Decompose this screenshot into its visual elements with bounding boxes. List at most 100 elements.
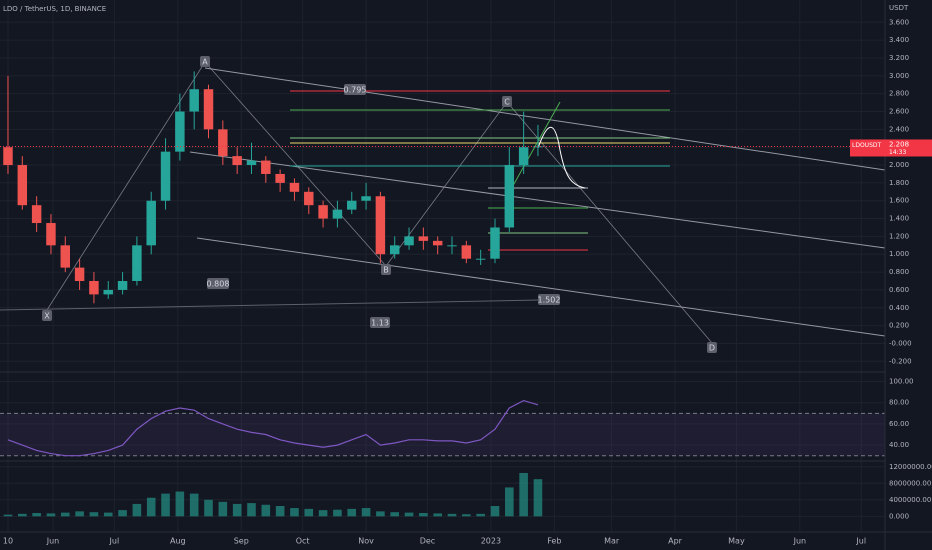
x-tick-label: Feb [547, 537, 561, 546]
histogram-bar [390, 512, 400, 517]
trend-line [189, 151, 886, 249]
candle-body [261, 160, 271, 174]
x-tick-label: 10 [3, 537, 13, 546]
histogram-bar [318, 510, 328, 517]
histogram-bar [218, 501, 228, 517]
y-tick-label: 2.800 [889, 90, 909, 98]
y-tick-label: 40.00 [889, 441, 909, 449]
y-tick-label: 2.000 [889, 161, 909, 169]
histogram-bar [519, 472, 528, 517]
candle-body [518, 147, 529, 166]
trend-line [196, 237, 886, 337]
y-tick-label: 60.00 [889, 420, 909, 428]
label-box [200, 56, 210, 67]
y-tick-label: 100.00 [889, 378, 914, 386]
ratio-label: 0.808 [207, 280, 230, 289]
candle-body [318, 205, 328, 219]
price-tag-value: 2.208 [889, 140, 909, 148]
candle-body [332, 209, 343, 219]
histogram-bar [505, 487, 514, 517]
y-tick-label: 2.600 [889, 108, 909, 116]
y-tick-label: -0.000 [889, 339, 912, 347]
ratio-label: 1.13 [371, 319, 389, 328]
pattern-labels: A B C D X 0.795 0.808 1.13 1.502 [42, 56, 717, 353]
histogram-bar [103, 512, 113, 517]
candle-body [160, 151, 171, 201]
x-tick-label: Apr [668, 537, 683, 546]
candle-body [389, 245, 400, 255]
point-label: C [504, 98, 510, 107]
candle-body [3, 147, 13, 166]
candle-body [218, 129, 228, 157]
x-tick-label: May [728, 537, 745, 546]
label-box [370, 317, 390, 328]
histogram-bar [46, 513, 56, 517]
label-box [42, 310, 52, 321]
candle-body [432, 240, 443, 246]
point-label: A [202, 58, 208, 67]
histogram-bar [232, 503, 242, 517]
point-label: B [383, 266, 389, 275]
label-box [707, 342, 717, 353]
candle-body [203, 89, 214, 130]
x-tick-label: Sep [234, 537, 249, 546]
symbol-title: LDO / TetherUS, 1D, BINANCE [3, 5, 106, 13]
histogram-bar [204, 499, 213, 517]
x-tick-label: Jul [109, 537, 120, 546]
point-label: D [709, 344, 715, 353]
candle-body [447, 245, 457, 247]
histogram-bar [347, 508, 357, 517]
candle-body [103, 289, 113, 295]
y-tick-label: 1.000 [889, 250, 909, 258]
candle-body [146, 200, 156, 246]
histogram-bar [533, 479, 543, 517]
histogram-bar [18, 513, 27, 517]
candle-body [418, 236, 429, 241]
projection-path [537, 126, 586, 189]
grid [0, 0, 885, 532]
histogram-bar [32, 513, 41, 517]
x-tick-label: Jul [855, 537, 866, 546]
histogram-bar [361, 508, 371, 517]
histogram-bar [3, 514, 13, 517]
histogram-bar [304, 508, 314, 517]
marks [0, 71, 885, 517]
histogram-bar [376, 511, 385, 517]
y-tick-label: 3.200 [889, 54, 909, 62]
price-tag-countdown: 14:33 [889, 149, 906, 156]
y-tick-label: 8000000.00 [889, 479, 931, 487]
y-tick-label: 0.800 [889, 268, 909, 276]
x-tick-label: Jun [793, 537, 807, 546]
histogram-bar [189, 493, 199, 517]
histogram-bar [290, 508, 299, 517]
histogram-bar [175, 491, 185, 517]
candle-body [375, 196, 386, 255]
x-tick-label: Oct [296, 537, 310, 546]
candle-body [175, 111, 185, 152]
histogram-bar [419, 513, 428, 517]
price-tag [850, 139, 932, 157]
axes: 10 Jun Jul Aug Sep Oct Nov Dec 2023 Feb Mar Apr May J… [3, 18, 932, 546]
label-box [502, 96, 512, 107]
ratio-label: 0.795 [344, 86, 367, 95]
candle-body [189, 89, 199, 112]
y-tick-label: 3.000 [889, 72, 909, 80]
trend-line [504, 101, 561, 201]
histogram-bar [275, 505, 285, 517]
x-tick-label: Jun [46, 537, 60, 546]
candle-body [17, 165, 28, 206]
histogram-bar [247, 503, 256, 517]
candle-body [490, 227, 500, 259]
candle-body [361, 196, 371, 201]
candle-body [347, 200, 357, 210]
candle-body [74, 267, 85, 282]
candle-body [461, 245, 472, 259]
y-tick-label: 12000000.00 [889, 463, 932, 471]
x-tick-label: Aug [170, 537, 186, 546]
histogram-bar [118, 510, 127, 517]
histogram-bar [132, 503, 142, 517]
candle-body [89, 281, 99, 295]
x-tick-label: Dec [420, 537, 435, 546]
